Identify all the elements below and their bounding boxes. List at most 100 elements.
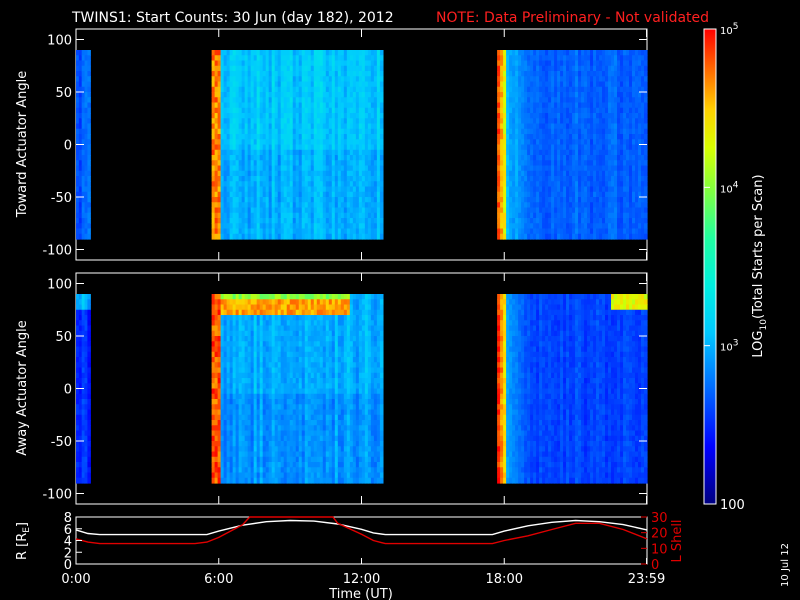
- heatmap-cell: [602, 97, 606, 104]
- heatmap-cell: [223, 197, 228, 203]
- heatmap-cell: [512, 149, 516, 156]
- heatmap-cell: [316, 55, 321, 62]
- heatmap-cell: [355, 60, 360, 67]
- heatmap-cell: [337, 92, 342, 98]
- heatmap-cell: [232, 228, 237, 235]
- heatmap-cell: [232, 118, 237, 125]
- heatmap-cell: [557, 97, 561, 104]
- heatmap-cell: [232, 378, 237, 384]
- heatmap-cell: [313, 186, 318, 193]
- heatmap-cell: [313, 181, 318, 188]
- heatmap-cell: [271, 139, 276, 146]
- heatmap-cell: [536, 223, 540, 230]
- heatmap-cell: [527, 123, 531, 130]
- heatmap-cell: [238, 50, 243, 56]
- heatmap-cell: [370, 123, 375, 130]
- heatmap-cell: [286, 113, 291, 119]
- heatmap-cell: [301, 107, 306, 114]
- heatmap-cell: [319, 81, 324, 88]
- heatmap-cell: [283, 144, 288, 151]
- heatmap-cell: [310, 92, 315, 98]
- heatmap-cell: [497, 55, 501, 62]
- heatmap-cell: [256, 357, 261, 363]
- heatmap-cell: [262, 176, 267, 182]
- heatmap-cell: [361, 60, 366, 67]
- heatmap-cell: [349, 155, 354, 161]
- heatmap-cell: [84, 409, 89, 416]
- heatmap-cell: [262, 399, 267, 405]
- heatmap-cell: [331, 186, 336, 193]
- heatmap-cell: [554, 123, 558, 130]
- heatmap-cell: [78, 388, 83, 395]
- heatmap-cell: [328, 212, 333, 219]
- heatmap-cell: [226, 425, 231, 432]
- heatmap-cell: [623, 139, 627, 146]
- heatmap-cell: [244, 315, 249, 321]
- heatmap-cell: [503, 134, 507, 140]
- heatmap-cell: [262, 107, 267, 114]
- heatmap-cell: [295, 181, 300, 188]
- heatmap-cell: [265, 346, 270, 353]
- heatmap-cell: [286, 186, 291, 193]
- heatmap-cell: [367, 92, 372, 98]
- heatmap-cell: [286, 149, 291, 156]
- heatmap-cell: [596, 76, 600, 83]
- heatmap-cell: [235, 207, 240, 214]
- heatmap-cell: [503, 165, 507, 172]
- heatmap-cell: [352, 139, 357, 146]
- heatmap-cell: [322, 155, 327, 161]
- heatmap-cell: [289, 186, 294, 193]
- heatmap-cell: [626, 191, 630, 198]
- heatmap-cell: [295, 233, 300, 240]
- heatmap-cell: [265, 144, 270, 151]
- heatmap-cell: [241, 228, 246, 235]
- heatmap-cell: [214, 223, 219, 230]
- heatmap-cell: [605, 113, 609, 119]
- heatmap-cell: [533, 97, 537, 104]
- heatmap-cell: [84, 97, 89, 104]
- heatmap-cell: [277, 186, 282, 193]
- heatmap-cell: [325, 123, 330, 130]
- heatmap-cell: [521, 81, 525, 88]
- heatmap-cell: [590, 128, 594, 135]
- heatmap-cell: [497, 123, 501, 130]
- heatmap-cell: [641, 218, 645, 224]
- heatmap-cell: [220, 362, 225, 369]
- heatmap-cell: [298, 86, 303, 93]
- heatmap-cell: [76, 441, 80, 447]
- heatmap-cell: [223, 60, 228, 67]
- heatmap-cell: [244, 107, 249, 114]
- heatmap-cell: [590, 197, 594, 203]
- heatmap-cell: [361, 202, 366, 209]
- heatmap-cell: [253, 139, 258, 146]
- heatmap-cell: [271, 404, 276, 411]
- heatmap-cell: [211, 451, 216, 458]
- heatmap-cell: [602, 160, 606, 167]
- heatmap-cell: [235, 467, 240, 474]
- heatmap-cell: [319, 212, 324, 219]
- heatmap-cell: [241, 165, 246, 172]
- heatmap-cell: [87, 330, 91, 337]
- heatmap-cell: [319, 65, 324, 72]
- heatmap-cell: [265, 425, 270, 432]
- heatmap-cell: [497, 71, 501, 77]
- heatmap-cell: [262, 420, 267, 426]
- heatmap-cell: [313, 55, 318, 62]
- heatmap-cell: [632, 81, 636, 88]
- heatmap-cell: [229, 102, 234, 109]
- heatmap-cell: [78, 378, 83, 384]
- heatmap-cell: [608, 65, 612, 72]
- heatmap-cell: [536, 107, 540, 114]
- heatmap-cell: [87, 414, 91, 421]
- heatmap-cell: [575, 123, 579, 130]
- heatmap-cell: [352, 165, 357, 172]
- heatmap-cell: [524, 128, 528, 135]
- heatmap-cell: [87, 155, 91, 161]
- heatmap-cell: [560, 160, 564, 167]
- heatmap-cell: [316, 71, 321, 77]
- heatmap-cell: [307, 123, 312, 130]
- heatmap-cell: [226, 299, 231, 306]
- heatmap-cell: [229, 414, 234, 421]
- heatmap-cell: [373, 50, 378, 56]
- heatmap-cell: [527, 97, 531, 104]
